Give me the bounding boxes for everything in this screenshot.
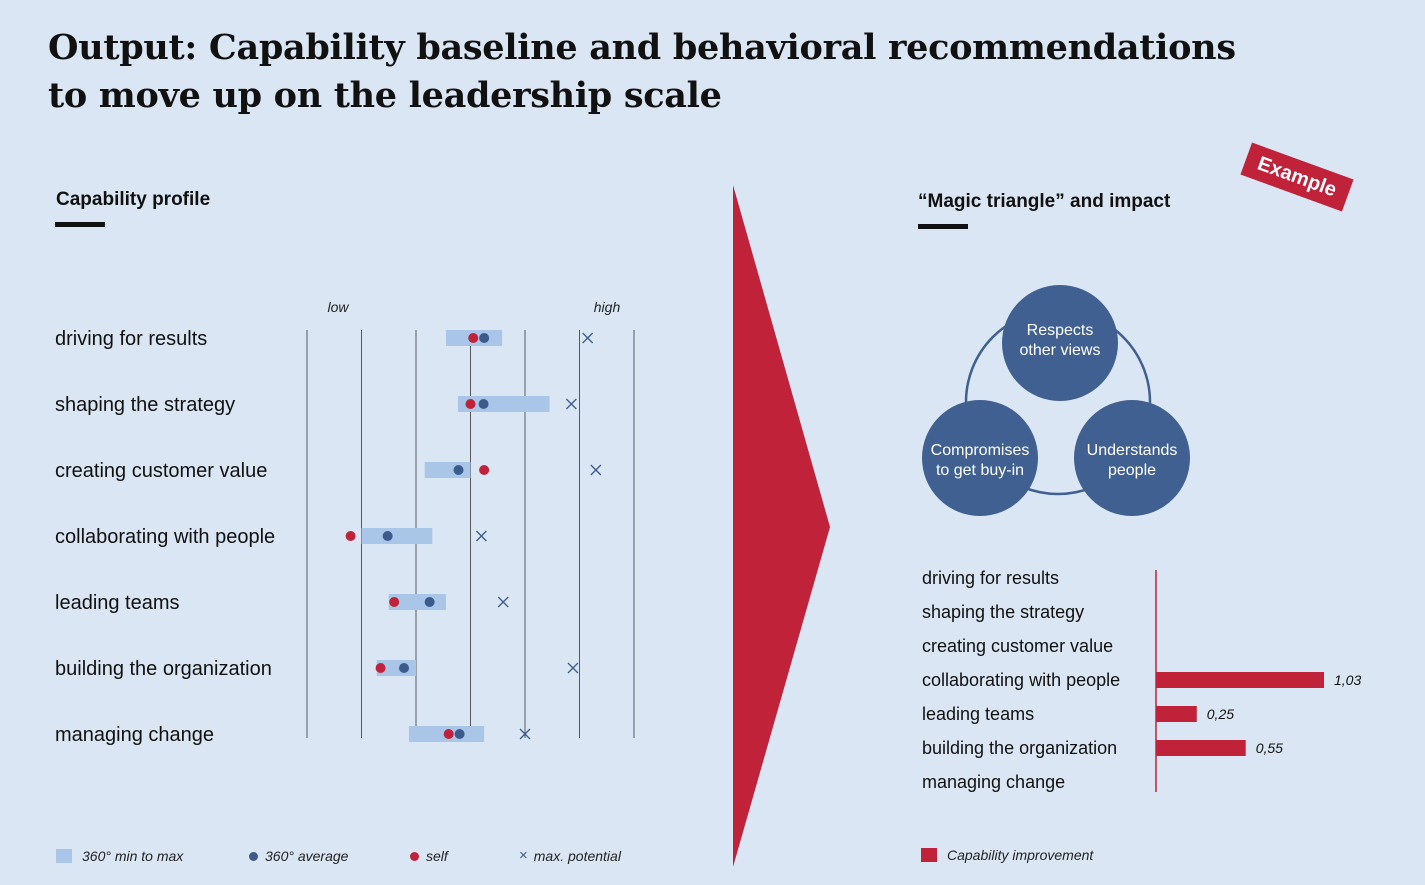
impact-label-building-the-organization: building the organization [922, 738, 1117, 758]
legend-range-swatch [56, 849, 72, 863]
impact-bar-chart: driving for results shaping the strategy c… [922, 568, 1361, 792]
page-title-line-2: to move up on the leadership scale [48, 75, 722, 116]
impact-value-leading-teams: 0,25 [1207, 706, 1234, 722]
circle-understands-label-1: Understands [1087, 442, 1178, 459]
self-dot-building-the-organization [375, 663, 386, 673]
average-dot-leading-teams [424, 597, 435, 607]
page-title-line-1: Output: Capability baseline and behavior… [48, 27, 1236, 68]
legend-average-label: 360° average [265, 848, 349, 864]
potential-marker-building-the-organization [567, 662, 579, 674]
impact-bar-collaborating-with-people [1156, 672, 1324, 688]
page-title: Output: Capability baseline and behavior… [48, 24, 1298, 120]
legend-average-swatch [249, 851, 258, 861]
legend-capability-improvement-label: Capability improvement [947, 847, 1094, 863]
impact-label-collaborating-with-people: collaborating with people [922, 670, 1120, 690]
circle-respects-label-2: other views [1020, 342, 1101, 359]
self-dot-leading-teams [389, 597, 400, 607]
transition-arrow-shape [733, 185, 830, 867]
row-label-leading-teams: leading teams [55, 592, 180, 614]
circle-compromises-label-1: Compromises [931, 442, 1030, 459]
potential-marker-stroke [590, 464, 602, 476]
circle-understands-people [1074, 400, 1190, 516]
average-dot-creating-customer-value [453, 465, 464, 475]
impact-label-shaping-the-strategy: shaping the strategy [922, 602, 1084, 622]
legend-range: 360° min to max [56, 847, 183, 865]
magic-triangle-diagram: Respects other views Compromises to get … [922, 285, 1190, 516]
legend-average: 360° average [249, 847, 348, 865]
circle-respects-other-views [1002, 285, 1118, 401]
average-dot-shaping-the-strategy [478, 399, 489, 409]
potential-marker-leading-teams [497, 596, 509, 608]
magic-triangle-title: “Magic triangle” and impact [918, 191, 1171, 212]
impact-bar-building-the-organization [1156, 740, 1246, 756]
legend-self: self [410, 847, 448, 865]
magic-triangle-underline [918, 224, 968, 229]
potential-marker-stroke [475, 530, 487, 542]
legend-self-label: self [426, 848, 448, 864]
row-label-collaborating-with-people: collaborating with people [55, 526, 275, 548]
circle-understands-label-2: people [1108, 462, 1156, 479]
capability-profile-chart: low high driving for results shaping the st… [55, 299, 635, 746]
impact-label-creating-customer-value: creating customer value [922, 636, 1113, 656]
impact-label-managing-change: managing change [922, 772, 1065, 792]
self-dot-driving-for-results [468, 333, 479, 343]
average-dot-driving-for-results [479, 333, 490, 343]
potential-marker-managing-change [519, 728, 531, 740]
circle-compromises-label-2: to get buy-in [936, 462, 1024, 479]
self-dot-shaping-the-strategy [465, 399, 476, 409]
legend-range-label: 360° min to max [82, 848, 184, 864]
potential-marker-creating-customer-value [590, 464, 602, 476]
potential-marker-stroke [497, 596, 509, 608]
example-badge: Example [1240, 142, 1354, 212]
row-label-creating-customer-value: creating customer value [55, 460, 267, 482]
average-dot-building-the-organization [399, 663, 410, 673]
capability-profile-underline [55, 222, 105, 227]
transition-arrow [733, 185, 830, 867]
range-bar-collaborating-with-people [361, 528, 433, 544]
axis-label-low: low [327, 299, 349, 315]
potential-marker-collaborating-with-people [475, 530, 487, 542]
self-dot-collaborating-with-people [345, 531, 356, 541]
self-dot-creating-customer-value [479, 465, 490, 475]
average-dot-collaborating-with-people [382, 531, 393, 541]
legend-self-swatch [410, 851, 419, 861]
self-dot-managing-change [443, 729, 454, 739]
legend-capability-improvement: Capability improvement [921, 846, 1093, 864]
capability-profile-title: Capability profile [56, 189, 211, 210]
legend-potential: × max. potential [519, 847, 621, 865]
row-label-managing-change: managing change [55, 724, 214, 746]
legend-potential-swatch: × [519, 847, 528, 864]
impact-label-driving-for-results: driving for results [922, 568, 1059, 588]
potential-marker-stroke [567, 662, 579, 674]
impact-value-collaborating-with-people: 1,03 [1334, 672, 1361, 688]
legend-potential-label: max. potential [533, 848, 621, 864]
potential-marker-stroke [582, 332, 594, 344]
average-dot-managing-change [454, 729, 465, 739]
row-label-building-the-organization: building the organization [55, 658, 272, 680]
potential-marker-stroke [565, 398, 577, 410]
axis-label-high: high [594, 299, 621, 315]
row-label-shaping-the-strategy: shaping the strategy [55, 394, 235, 416]
range-bar-creating-customer-value [424, 462, 471, 478]
row-label-driving-for-results: driving for results [55, 328, 207, 350]
circle-respects-label-1: Respects [1027, 322, 1094, 339]
impact-bar-leading-teams [1156, 706, 1197, 722]
circle-compromises [922, 400, 1038, 516]
impact-label-leading-teams: leading teams [922, 704, 1034, 724]
potential-marker-driving-for-results [582, 332, 594, 344]
legend-capability-improvement-swatch [921, 848, 937, 862]
potential-marker-stroke [519, 728, 531, 740]
potential-marker-shaping-the-strategy [565, 398, 577, 410]
impact-value-building-the-organization: 0,55 [1256, 740, 1283, 756]
